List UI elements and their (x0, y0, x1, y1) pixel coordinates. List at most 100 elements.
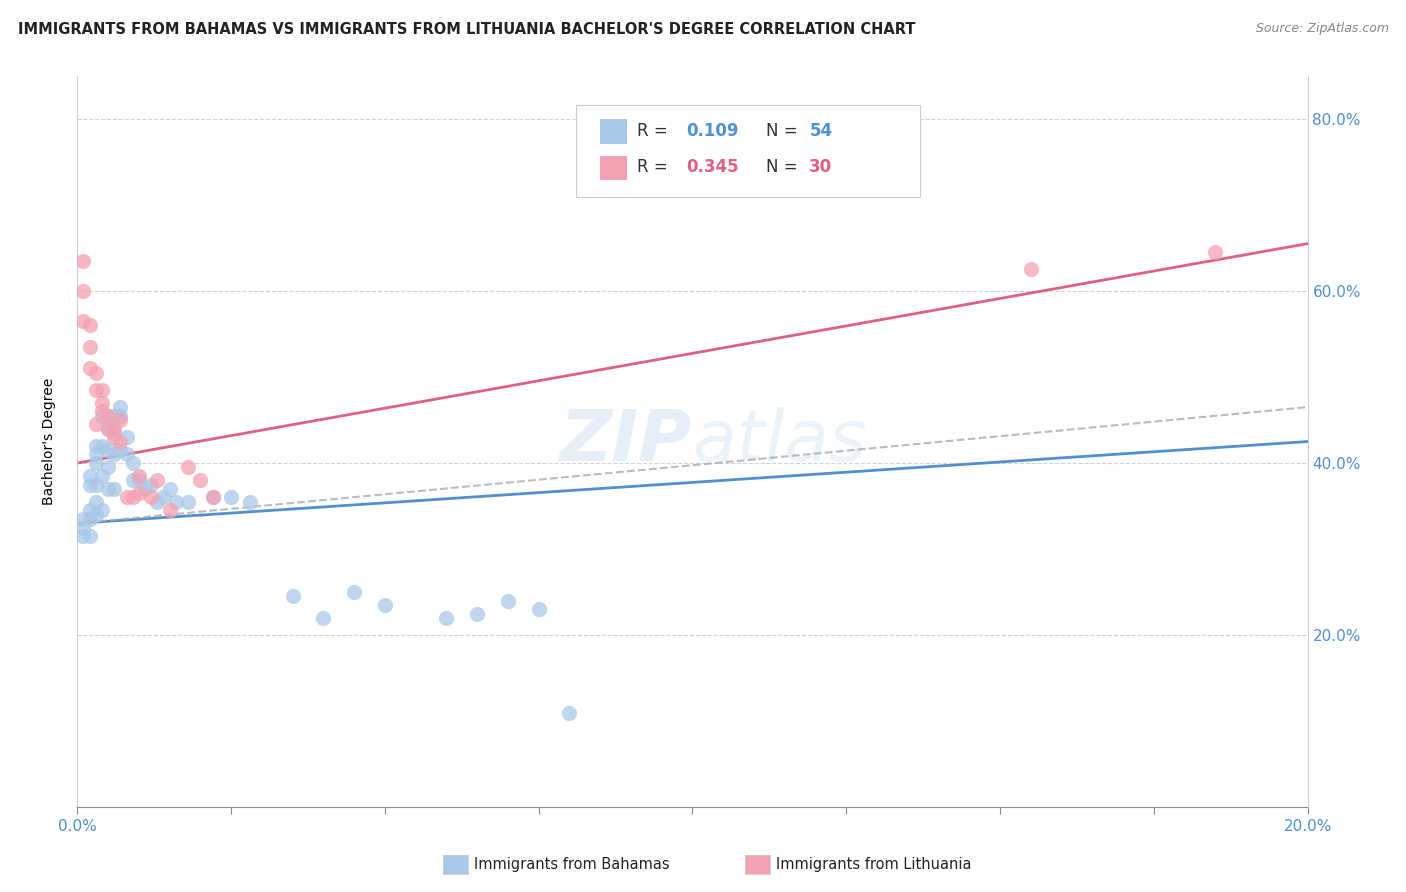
Point (110, 443, 132, 458)
Point (436, 611, 458, 625)
Point (188, 473, 212, 487)
Point (110, 413, 132, 427)
Point (84, 439, 107, 453)
Point (79, 529, 101, 543)
Point (90, 396, 114, 410)
Point (159, 503, 181, 517)
Point (141, 477, 163, 491)
Point (312, 611, 335, 625)
Point (177, 495, 200, 509)
Point (72, 284, 94, 298)
Point (146, 473, 169, 487)
Point (97, 482, 120, 496)
Point (103, 422, 125, 436)
Point (121, 473, 143, 487)
Point (201, 491, 224, 505)
Text: IMMIGRANTS FROM BAHAMAS VS IMMIGRANTS FROM LITHUANIA BACHELOR'S DEGREE CORRELATI: IMMIGRANTS FROM BAHAMAS VS IMMIGRANTS FR… (18, 22, 915, 37)
Point (527, 602, 550, 616)
Point (103, 447, 125, 461)
Point (115, 447, 138, 461)
Point (84, 456, 107, 470)
Point (84, 447, 107, 461)
Point (103, 425, 125, 440)
Text: 0.109: 0.109 (686, 121, 738, 140)
Point (134, 482, 156, 496)
Point (79, 512, 101, 526)
Point (90, 404, 114, 418)
FancyBboxPatch shape (575, 105, 920, 196)
Text: 30: 30 (810, 158, 832, 177)
Point (465, 607, 488, 621)
Point (121, 491, 143, 505)
Point (97, 422, 120, 436)
Point (79, 477, 101, 491)
Text: Source: ZipAtlas.com: Source: ZipAtlas.com (1256, 22, 1389, 36)
Point (121, 456, 143, 470)
Point (239, 495, 262, 509)
Point (84, 383, 107, 397)
Point (90, 503, 114, 517)
Point (84, 417, 107, 432)
Point (72, 253, 94, 268)
Point (97, 409, 120, 423)
Text: R =: R = (637, 158, 673, 177)
Point (97, 460, 120, 475)
Text: N =: N = (766, 121, 803, 140)
Point (79, 361, 101, 376)
Point (84, 508, 107, 522)
Point (84, 477, 107, 491)
Text: Immigrants from Bahamas: Immigrants from Bahamas (474, 857, 669, 871)
Point (79, 469, 101, 483)
Point (128, 473, 150, 487)
Text: ZIP: ZIP (560, 407, 693, 476)
Text: 0.345: 0.345 (686, 158, 740, 177)
Point (103, 409, 125, 423)
Point (90, 469, 114, 483)
Point (219, 491, 242, 505)
Point (115, 491, 138, 505)
FancyBboxPatch shape (600, 155, 627, 180)
Point (558, 706, 581, 720)
Point (72, 314, 94, 328)
Point (146, 495, 169, 509)
Point (165, 495, 187, 509)
Point (110, 400, 132, 414)
Point (90, 409, 114, 423)
Point (79, 318, 101, 333)
Point (90, 383, 114, 397)
Text: N =: N = (766, 158, 803, 177)
Point (84, 366, 107, 380)
Text: Immigrants from Lithuania: Immigrants from Lithuania (776, 857, 972, 871)
Point (110, 434, 132, 449)
Point (128, 486, 150, 500)
Point (90, 439, 114, 453)
Point (79, 340, 101, 354)
Point (141, 491, 163, 505)
Point (115, 430, 138, 444)
Point (72, 529, 94, 543)
Y-axis label: Bachelor's Degree: Bachelor's Degree (42, 378, 56, 505)
FancyBboxPatch shape (600, 119, 627, 144)
Point (110, 409, 132, 423)
Point (79, 503, 101, 517)
Point (97, 422, 120, 436)
Text: atlas: atlas (693, 407, 868, 476)
Point (97, 409, 120, 423)
Point (72, 520, 94, 534)
Point (159, 482, 181, 496)
Point (177, 460, 200, 475)
Point (496, 593, 519, 607)
Point (152, 491, 174, 505)
Point (72, 512, 94, 526)
Text: 54: 54 (810, 121, 832, 140)
Point (374, 598, 396, 612)
Text: R =: R = (637, 121, 673, 140)
Point (1019, 262, 1042, 277)
Point (281, 590, 304, 604)
Point (97, 443, 120, 458)
Point (84, 495, 107, 509)
Point (343, 585, 366, 599)
Point (128, 469, 150, 483)
Point (201, 491, 224, 505)
Point (103, 482, 125, 496)
